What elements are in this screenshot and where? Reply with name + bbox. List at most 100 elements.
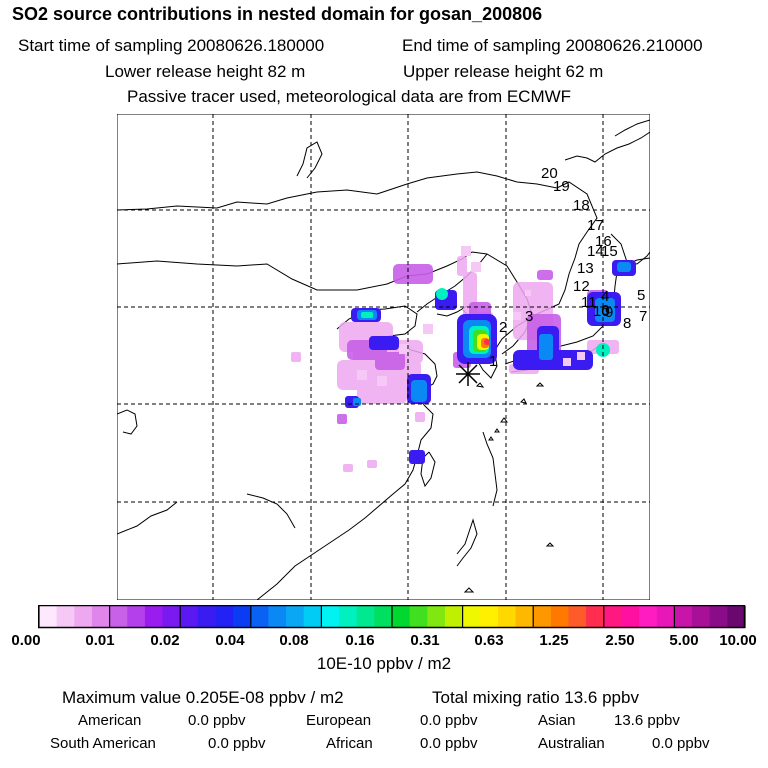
colorbar-tick-11: 10.00 [719, 632, 757, 649]
colorbar-tick-5: 0.16 [345, 632, 375, 649]
region-name-american: American [78, 712, 142, 729]
colorbar-swatch [109, 606, 128, 628]
colorbar-tick-0: 0.00 [11, 632, 41, 649]
region-value-american: 0.0 ppbv [188, 712, 246, 729]
colorbar-tick-10: 5.00 [669, 632, 699, 649]
region-value-european: 0.0 ppbv [420, 712, 478, 729]
colorbar-swatch [533, 606, 552, 628]
region-name-european: European [306, 712, 372, 729]
station-label-20: 20 [541, 165, 558, 182]
colorbar-swatch [444, 606, 464, 628]
station-label-11: 11 [581, 294, 597, 311]
region-value-african: 0.0 ppbv [420, 735, 478, 752]
colorbar-swatch [197, 606, 216, 628]
station-label-5: 5 [637, 287, 645, 304]
receptor-star-icon [456, 362, 480, 386]
colorbar-swatch [621, 606, 640, 628]
colorbar-swatch [409, 606, 428, 628]
colorbar-tick-8: 1.25 [539, 632, 569, 649]
station-label-17: 17 [587, 217, 604, 234]
upper-release-height: Upper release height 62 m [403, 62, 604, 81]
small-islands [463, 382, 555, 593]
colorbar-swatch [709, 606, 728, 628]
colorbar-swatch [233, 606, 252, 628]
tracer-note: Passive tracer used, meteorological data… [127, 87, 572, 106]
colorbar-swatch [586, 606, 605, 628]
colorbar-swatch [427, 606, 446, 628]
colorbar-units: 10E-10 ppbv / m2 [316, 654, 452, 673]
region-value-south-american: 0.0 ppbv [208, 735, 266, 752]
colorbar-swatch [603, 606, 622, 628]
colorbar-tick-9: 2.50 [605, 632, 635, 649]
region-name-asian: Asian [538, 712, 576, 729]
max-value: Maximum value 0.205E-08 ppbv / m2 [62, 688, 344, 707]
map-panel: 1 2 3 4 5 6 7 8 9 10 11 12 13 14 15 16 1… [117, 114, 650, 600]
region-name-australian: Australian [538, 735, 605, 752]
colorbar-swatch [515, 606, 534, 628]
concentration-field [291, 246, 636, 472]
colorbar-swatch [727, 606, 746, 628]
colorbar-swatch [480, 606, 499, 628]
colorbar-swatch [568, 606, 587, 628]
colorbar-swatch [215, 606, 234, 628]
colorbar-swatch [303, 606, 322, 628]
colorbar-swatch [550, 606, 569, 628]
plot-title: SO2 source contributions in nested domai… [12, 4, 543, 24]
station-label-19: 19 [553, 178, 570, 195]
colorbar-swatch [56, 606, 75, 628]
station-labels: 1 2 3 4 5 6 7 8 9 10 11 12 13 14 15 16 1… [489, 165, 647, 370]
colorbar-swatch [91, 606, 111, 628]
colorbar-swatch [250, 606, 269, 628]
station-label-1: 1 [489, 353, 497, 370]
colorbar-swatch [321, 606, 340, 628]
colorbar-tick-3: 0.04 [215, 632, 245, 649]
station-label-16: 16 [595, 233, 612, 250]
colorbar-tick-1: 0.01 [85, 632, 115, 649]
region-name-south-american: South American [50, 735, 156, 752]
station-label-7: 7 [639, 308, 647, 325]
colorbar-swatch [692, 606, 711, 628]
end-time: End time of sampling 20080626.210000 [402, 36, 703, 55]
graticule [117, 114, 650, 600]
colorbar-swatch [392, 606, 411, 628]
colorbar-swatch [127, 606, 146, 628]
colorbar-swatch [268, 606, 287, 628]
colorbar-swatch [356, 606, 375, 628]
lower-release-height: Lower release height 82 m [105, 62, 306, 81]
colorbar-tick-6: 0.31 [410, 632, 440, 649]
colorbar-swatch [180, 606, 199, 628]
colorbar-swatch [39, 606, 58, 628]
colorbar-swatch [144, 606, 164, 628]
station-label-3: 3 [525, 308, 533, 325]
colorbar-swatch [162, 606, 181, 628]
station-label-6: 6 [601, 302, 609, 319]
colorbar [38, 605, 746, 629]
station-label-14: 14 [587, 243, 604, 260]
colorbar-swatch [656, 606, 675, 628]
colorbar-swatch [74, 606, 93, 628]
colorbar-swatch [497, 606, 517, 628]
station-label-13: 13 [577, 260, 594, 277]
colorbar-tick-2: 0.02 [150, 632, 180, 649]
start-time: Start time of sampling 20080626.180000 [18, 36, 325, 55]
colorbar-swatch [286, 606, 305, 628]
station-label-10: 10 [593, 303, 610, 320]
region-value-asian: 13.6 ppbv [614, 712, 680, 729]
colorbar-tick-7: 0.63 [474, 632, 504, 649]
colorbar-swatch [339, 606, 358, 628]
station-label-4: 4 [601, 288, 609, 305]
station-label-18: 18 [573, 197, 590, 214]
region-name-african: African [326, 735, 373, 752]
colorbar-swatch [374, 606, 393, 628]
colorbar-swatch [462, 606, 481, 628]
station-label-12: 12 [573, 278, 590, 295]
colorbar-swatch [674, 606, 693, 628]
region-value-australian: 0.0 ppbv [652, 735, 710, 752]
colorbar-swatch [639, 606, 658, 628]
station-label-2: 2 [499, 319, 507, 336]
colorbar-tick-4: 0.08 [279, 632, 309, 649]
total-mixing-ratio: Total mixing ratio 13.6 ppbv [432, 688, 639, 707]
station-label-15: 15 [601, 243, 618, 260]
station-label-8: 8 [623, 315, 631, 332]
station-label-9: 9 [605, 304, 613, 321]
